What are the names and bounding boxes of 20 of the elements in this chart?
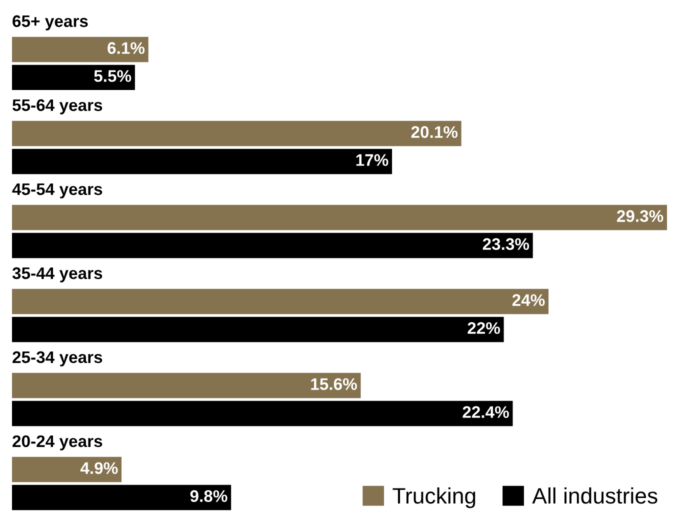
data-label: 29.3% (616, 210, 664, 222)
data-label: 24% (512, 294, 545, 306)
legend-label: Trucking (392, 487, 476, 508)
y-tick-label: 25-34 years (12, 351, 102, 366)
data-label: 5.5% (94, 70, 132, 82)
data-label: 22% (468, 322, 500, 334)
y-tick-label: 35-44 years (12, 267, 102, 282)
data-label: 15.6% (311, 378, 357, 390)
data-label: 4.9% (80, 462, 118, 474)
y-tick-label: 20-24 years (12, 435, 102, 450)
data-label: 17% (356, 154, 388, 166)
data-label: 22.4% (462, 406, 509, 418)
y-tick-label: 55-64 years (12, 99, 102, 114)
legend-label: All industries (532, 487, 658, 504)
data-label: 23.3% (482, 238, 530, 250)
data-label: 6.1% (108, 42, 145, 54)
y-tick-label: 65+ years (12, 15, 88, 30)
data-label: 20.1% (411, 126, 458, 138)
y-tick-label: 45-54 years (12, 183, 102, 198)
data-label: 9.8% (190, 490, 228, 502)
